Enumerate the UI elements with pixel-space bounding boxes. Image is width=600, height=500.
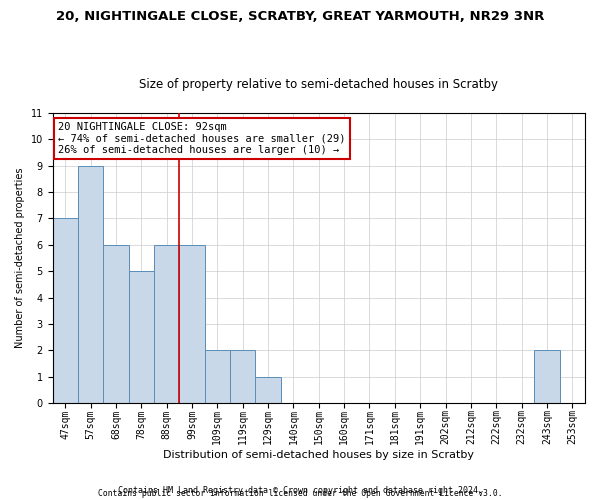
Bar <box>78 166 103 403</box>
Text: Contains public sector information licensed under the Open Government Licence v3: Contains public sector information licen… <box>98 488 502 498</box>
Text: 20, NIGHTINGALE CLOSE, SCRATBY, GREAT YARMOUTH, NR29 3NR: 20, NIGHTINGALE CLOSE, SCRATBY, GREAT YA… <box>56 10 544 23</box>
X-axis label: Distribution of semi-detached houses by size in Scratby: Distribution of semi-detached houses by … <box>163 450 474 460</box>
Bar <box>103 245 128 403</box>
Title: Size of property relative to semi-detached houses in Scratby: Size of property relative to semi-detach… <box>139 78 498 91</box>
Bar <box>179 245 205 403</box>
Bar <box>128 271 154 403</box>
Bar <box>230 350 256 403</box>
Bar <box>53 218 78 403</box>
Bar <box>534 350 560 403</box>
Text: 20 NIGHTINGALE CLOSE: 92sqm
← 74% of semi-detached houses are smaller (29)
26% o: 20 NIGHTINGALE CLOSE: 92sqm ← 74% of sem… <box>58 122 346 155</box>
Bar <box>205 350 230 403</box>
Text: Contains HM Land Registry data © Crown copyright and database right 2024.: Contains HM Land Registry data © Crown c… <box>118 486 482 495</box>
Bar <box>256 376 281 403</box>
Y-axis label: Number of semi-detached properties: Number of semi-detached properties <box>15 168 25 348</box>
Bar <box>154 245 179 403</box>
